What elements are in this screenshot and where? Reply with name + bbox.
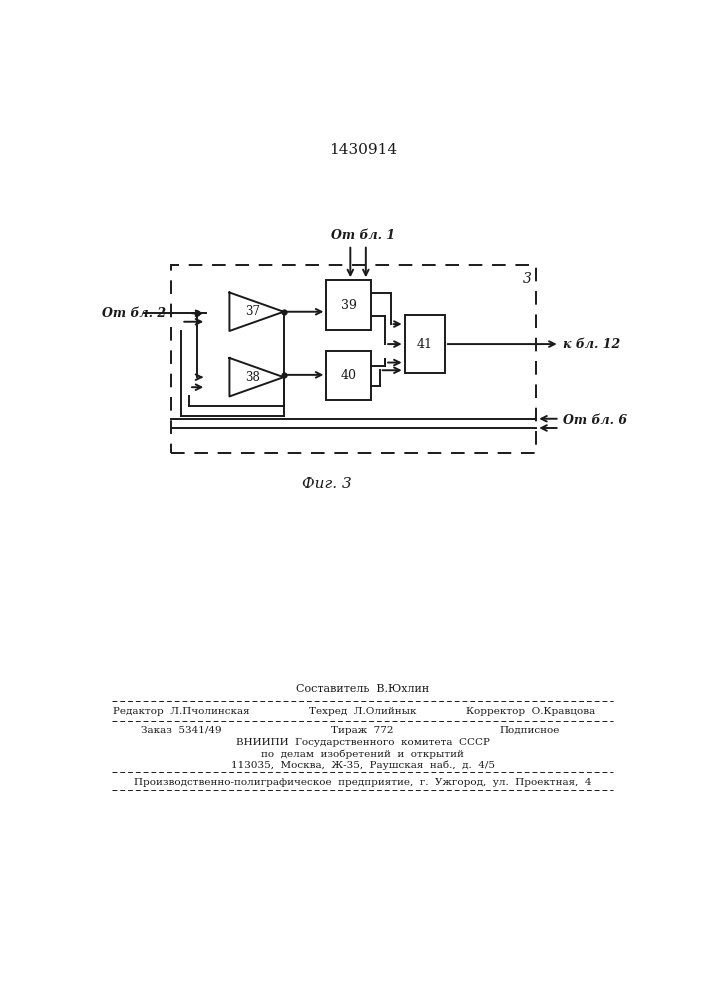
Text: Заказ  5341/49: Заказ 5341/49 — [141, 726, 222, 735]
Text: Фиг. 3: Фиг. 3 — [302, 477, 352, 491]
Text: к бл. 12: к бл. 12 — [563, 338, 620, 351]
Text: 40: 40 — [341, 369, 357, 382]
Text: От бл. 6: От бл. 6 — [563, 414, 627, 427]
Text: 37: 37 — [245, 305, 259, 318]
Text: Составитель  В.Юхлин: Составитель В.Юхлин — [296, 684, 429, 694]
Text: ВНИИПИ  Государственного  комитета  СССР: ВНИИПИ Государственного комитета СССР — [236, 738, 490, 747]
Text: 38: 38 — [245, 371, 259, 384]
Bar — [404, 315, 445, 373]
Text: Редактор  Л.Пчолинская: Редактор Л.Пчолинская — [113, 707, 250, 716]
Text: Тираж  772: Тираж 772 — [332, 726, 394, 735]
Bar — [171, 265, 537, 453]
Bar — [327, 351, 371, 400]
Text: Техред  Л.Олийнык: Техред Л.Олийнык — [309, 707, 416, 716]
Text: по  делам  изобретений  и  открытий: по делам изобретений и открытий — [262, 749, 464, 759]
Text: 113035,  Москва,  Ж-35,  Раушская  наб.,  д.  4/5: 113035, Москва, Ж-35, Раушская наб., д. … — [230, 761, 495, 770]
Text: 1430914: 1430914 — [329, 143, 397, 157]
Bar — [327, 280, 371, 330]
Text: Производственно-полиграфическое  предприятие,  г.  Ужгород,  ул.  Проектная,  4: Производственно-полиграфическое предприя… — [134, 778, 592, 787]
Text: Корректор  О.Кравцова: Корректор О.Кравцова — [465, 707, 595, 716]
Text: 3: 3 — [522, 272, 532, 286]
Text: 39: 39 — [341, 299, 357, 312]
Text: Подписное: Подписное — [500, 726, 561, 735]
Text: От бл. 2: От бл. 2 — [102, 307, 166, 320]
Text: От бл. 1: От бл. 1 — [331, 229, 395, 242]
Text: 41: 41 — [416, 338, 433, 351]
